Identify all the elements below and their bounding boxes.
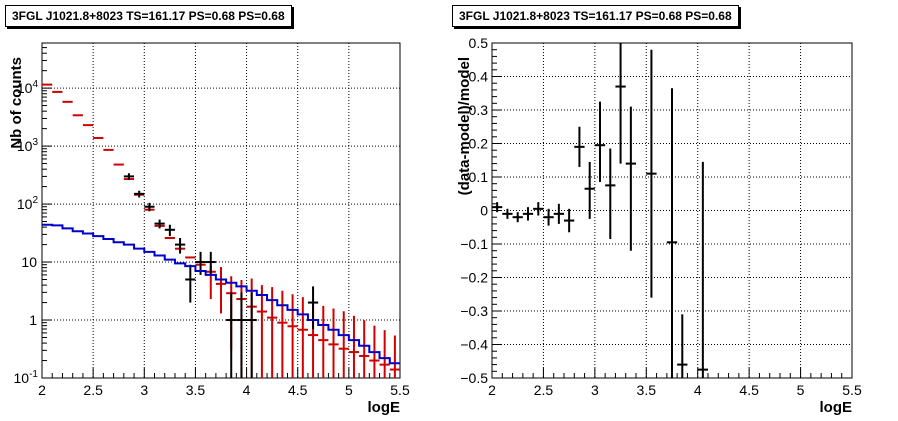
left-y-tick-label: 104 bbox=[17, 79, 39, 96]
right-x-tick-label: 3.5 bbox=[637, 382, 657, 398]
right-x-axis-label: logE bbox=[820, 399, 853, 416]
right-x-tick-label: 2 bbox=[488, 382, 496, 398]
right-y-tick-label: −0.3 bbox=[460, 303, 488, 319]
right-x-tick-label: 5 bbox=[797, 382, 805, 398]
left-y-axis-label: Nb of counts bbox=[8, 57, 25, 149]
right-y-tick-label: −0.1 bbox=[460, 236, 488, 252]
right-y-tick-label: 0.3 bbox=[469, 102, 489, 118]
right-x-tick-label: 4 bbox=[694, 382, 702, 398]
left-x-tick-label: 2 bbox=[38, 382, 46, 398]
right-chart-title: 3FGL J1021.8+8023 TS=161.17 PS=0.68 PS=0… bbox=[452, 5, 739, 27]
right-x-tick-label: 5.5 bbox=[842, 382, 862, 398]
right-x-tick-label: 2.5 bbox=[534, 382, 554, 398]
left-chart-title: 3FGL J1021.8+8023 TS=161.17 PS=0.68 PS=0… bbox=[5, 5, 292, 27]
right-y-tick-label: 0 bbox=[480, 203, 488, 219]
right-y-tick-label: 0.5 bbox=[469, 35, 489, 51]
left-y-tick-label: 103 bbox=[17, 137, 39, 154]
right-y-tick-label: 0.1 bbox=[469, 169, 489, 185]
left-y-tick-label: 1 bbox=[29, 312, 37, 328]
left-x-tick-label: 3.5 bbox=[186, 382, 206, 398]
model-step-line bbox=[42, 223, 400, 365]
right-y-tick-label: −0.4 bbox=[460, 337, 488, 353]
left-x-tick-label: 5.5 bbox=[390, 382, 410, 398]
left-y-tick-label: 102 bbox=[17, 195, 39, 212]
right-x-tick-label: 4.5 bbox=[739, 382, 759, 398]
right-y-tick-label: 0.4 bbox=[469, 69, 489, 85]
right-x-tick-label: 3 bbox=[591, 382, 599, 398]
left-x-tick-label: 4.5 bbox=[288, 382, 308, 398]
left-x-tick-label: 4 bbox=[243, 382, 251, 398]
right-y-axis-label: (data-model)/model bbox=[456, 57, 473, 195]
left-x-tick-label: 2.5 bbox=[83, 382, 103, 398]
left-x-axis-label: logE bbox=[368, 399, 401, 416]
left-plot-frame bbox=[41, 42, 401, 379]
left-y-tick-label: 10-1 bbox=[14, 369, 39, 386]
right-y-tick-label: −0.2 bbox=[460, 270, 488, 286]
left-y-tick-label: 10 bbox=[21, 254, 37, 270]
left-x-tick-label: 5 bbox=[345, 382, 353, 398]
right-y-tick-label: −0.5 bbox=[460, 370, 488, 386]
right-y-tick-label: 0.2 bbox=[469, 136, 489, 152]
left-x-tick-label: 3 bbox=[140, 382, 148, 398]
